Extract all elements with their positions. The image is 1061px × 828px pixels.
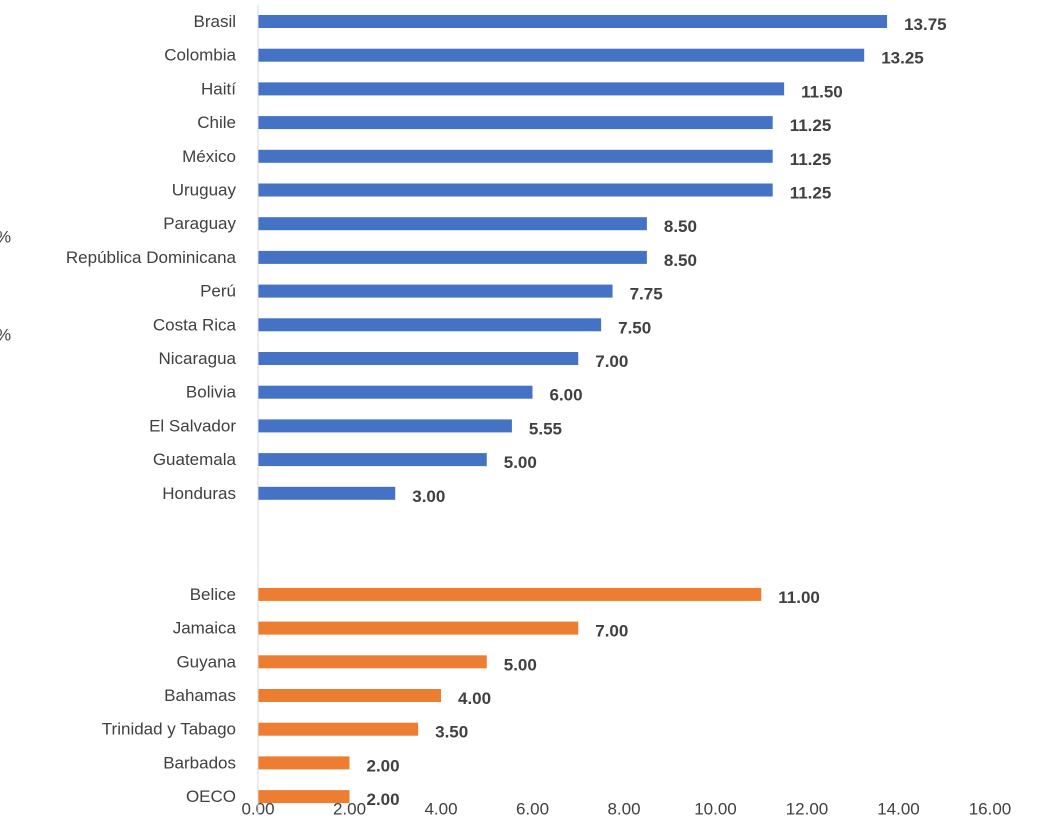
category-label-haiti: Haití [201, 79, 236, 98]
value-label-guatemala: 5.00 [504, 453, 537, 472]
left-fragment-2: % [0, 326, 11, 345]
x-tick-label: 8.00 [607, 800, 640, 819]
category-label-colombia: Colombia [164, 46, 236, 65]
bars-layer [258, 15, 888, 804]
bar-peru [258, 284, 613, 298]
bar-haiti [258, 82, 785, 96]
bar-guyana [258, 655, 487, 669]
bar-mexico [258, 149, 773, 163]
bar-nicaragua [258, 352, 579, 365]
bar-bahamas [258, 689, 441, 702]
value-label-belice: 11.00 [778, 588, 820, 607]
value-label-barbados: 2.00 [367, 756, 400, 775]
value-label-costa-rica: 7.50 [618, 318, 651, 337]
value-label-republica-dominicana: 8.50 [664, 251, 697, 270]
bar-republica-dominicana [258, 250, 647, 264]
category-label-oeco: OECO [186, 787, 236, 806]
bar-paraguay [258, 217, 647, 231]
category-label-bahamas: Bahamas [164, 686, 236, 705]
category-label-uruguay: Uruguay [172, 181, 237, 200]
category-label-belice: Belice [190, 585, 236, 604]
value-label-jamaica: 7.00 [595, 622, 628, 641]
category-label-guatemala: Guatemala [153, 450, 237, 469]
value-label-haiti: 11.50 [801, 82, 843, 101]
bar-bolivia [258, 385, 533, 399]
value-label-chile: 11.25 [790, 116, 832, 135]
value-label-nicaragua: 7.00 [595, 352, 628, 371]
bar-chile [258, 116, 773, 130]
category-label-paraguay: Paraguay [163, 214, 236, 233]
x-tick-label: 2.00 [333, 800, 366, 819]
category-label-nicaragua: Nicaragua [159, 349, 237, 368]
bar-uruguay [258, 183, 773, 197]
x-tick-label: 10.00 [694, 800, 737, 819]
labels-layer: Brasil 13.75 Colombia 13.25 Haití 11.50 Chile 1… [66, 12, 947, 809]
bar-guatemala [258, 453, 487, 467]
bar-honduras [258, 486, 396, 500]
category-label-jamaica: Jamaica [173, 619, 237, 638]
bar-el-salvador [258, 419, 512, 433]
value-label-guyana: 5.00 [504, 655, 537, 674]
value-label-honduras: 3.00 [412, 487, 445, 506]
bar-colombia [258, 48, 865, 62]
bar-barbados [258, 756, 350, 770]
category-label-bolivia: Bolivia [186, 383, 237, 402]
value-label-colombia: 13.25 [881, 49, 924, 68]
bar-trinidad-y-tabago [258, 722, 419, 736]
value-label-peru: 7.75 [630, 285, 663, 304]
category-label-costa-rica: Costa Rica [153, 315, 237, 334]
category-label-mexico: México [182, 147, 236, 166]
value-label-el-salvador: 5.55 [529, 419, 562, 438]
category-label-guyana: Guyana [176, 652, 236, 671]
value-label-paraguay: 8.50 [664, 217, 697, 236]
bar-belice [258, 587, 762, 601]
bar-brasil [258, 15, 888, 28]
x-axis-ticks: 0.00 2.00 4.00 6.00 8.00 10.00 12.00 14.00 16.00 [241, 800, 1011, 819]
value-label-mexico: 11.25 [790, 150, 832, 169]
value-label-oeco: 2.00 [367, 790, 400, 809]
category-label-barbados: Barbados [163, 753, 236, 772]
bar-oeco [258, 790, 350, 804]
category-label-honduras: Honduras [162, 484, 236, 503]
value-label-trinidad-y-tabago: 3.50 [435, 723, 468, 742]
category-label-republica-dominicana: República Dominicana [66, 248, 237, 267]
bar-costa-rica [258, 318, 602, 332]
x-tick-label: 16.00 [969, 800, 1012, 819]
category-label-trinidad-y-tabago: Trinidad y Tabago [102, 720, 236, 739]
value-label-uruguay: 11.25 [790, 184, 832, 203]
value-label-bolivia: 6.00 [550, 386, 583, 405]
x-tick-label: 12.00 [786, 800, 829, 819]
value-label-brasil: 13.75 [904, 15, 947, 34]
category-label-el-salvador: El Salvador [149, 416, 236, 435]
category-label-peru: Perú [200, 282, 236, 301]
x-tick-label: 14.00 [877, 800, 920, 819]
x-tick-label: 4.00 [424, 800, 457, 819]
x-tick-label: 6.00 [516, 800, 549, 819]
left-fragment-1: % [0, 228, 11, 247]
value-label-bahamas: 4.00 [458, 689, 491, 708]
category-label-chile: Chile [197, 113, 236, 132]
category-label-brasil: Brasil [193, 12, 236, 31]
bar-jamaica [258, 621, 579, 635]
